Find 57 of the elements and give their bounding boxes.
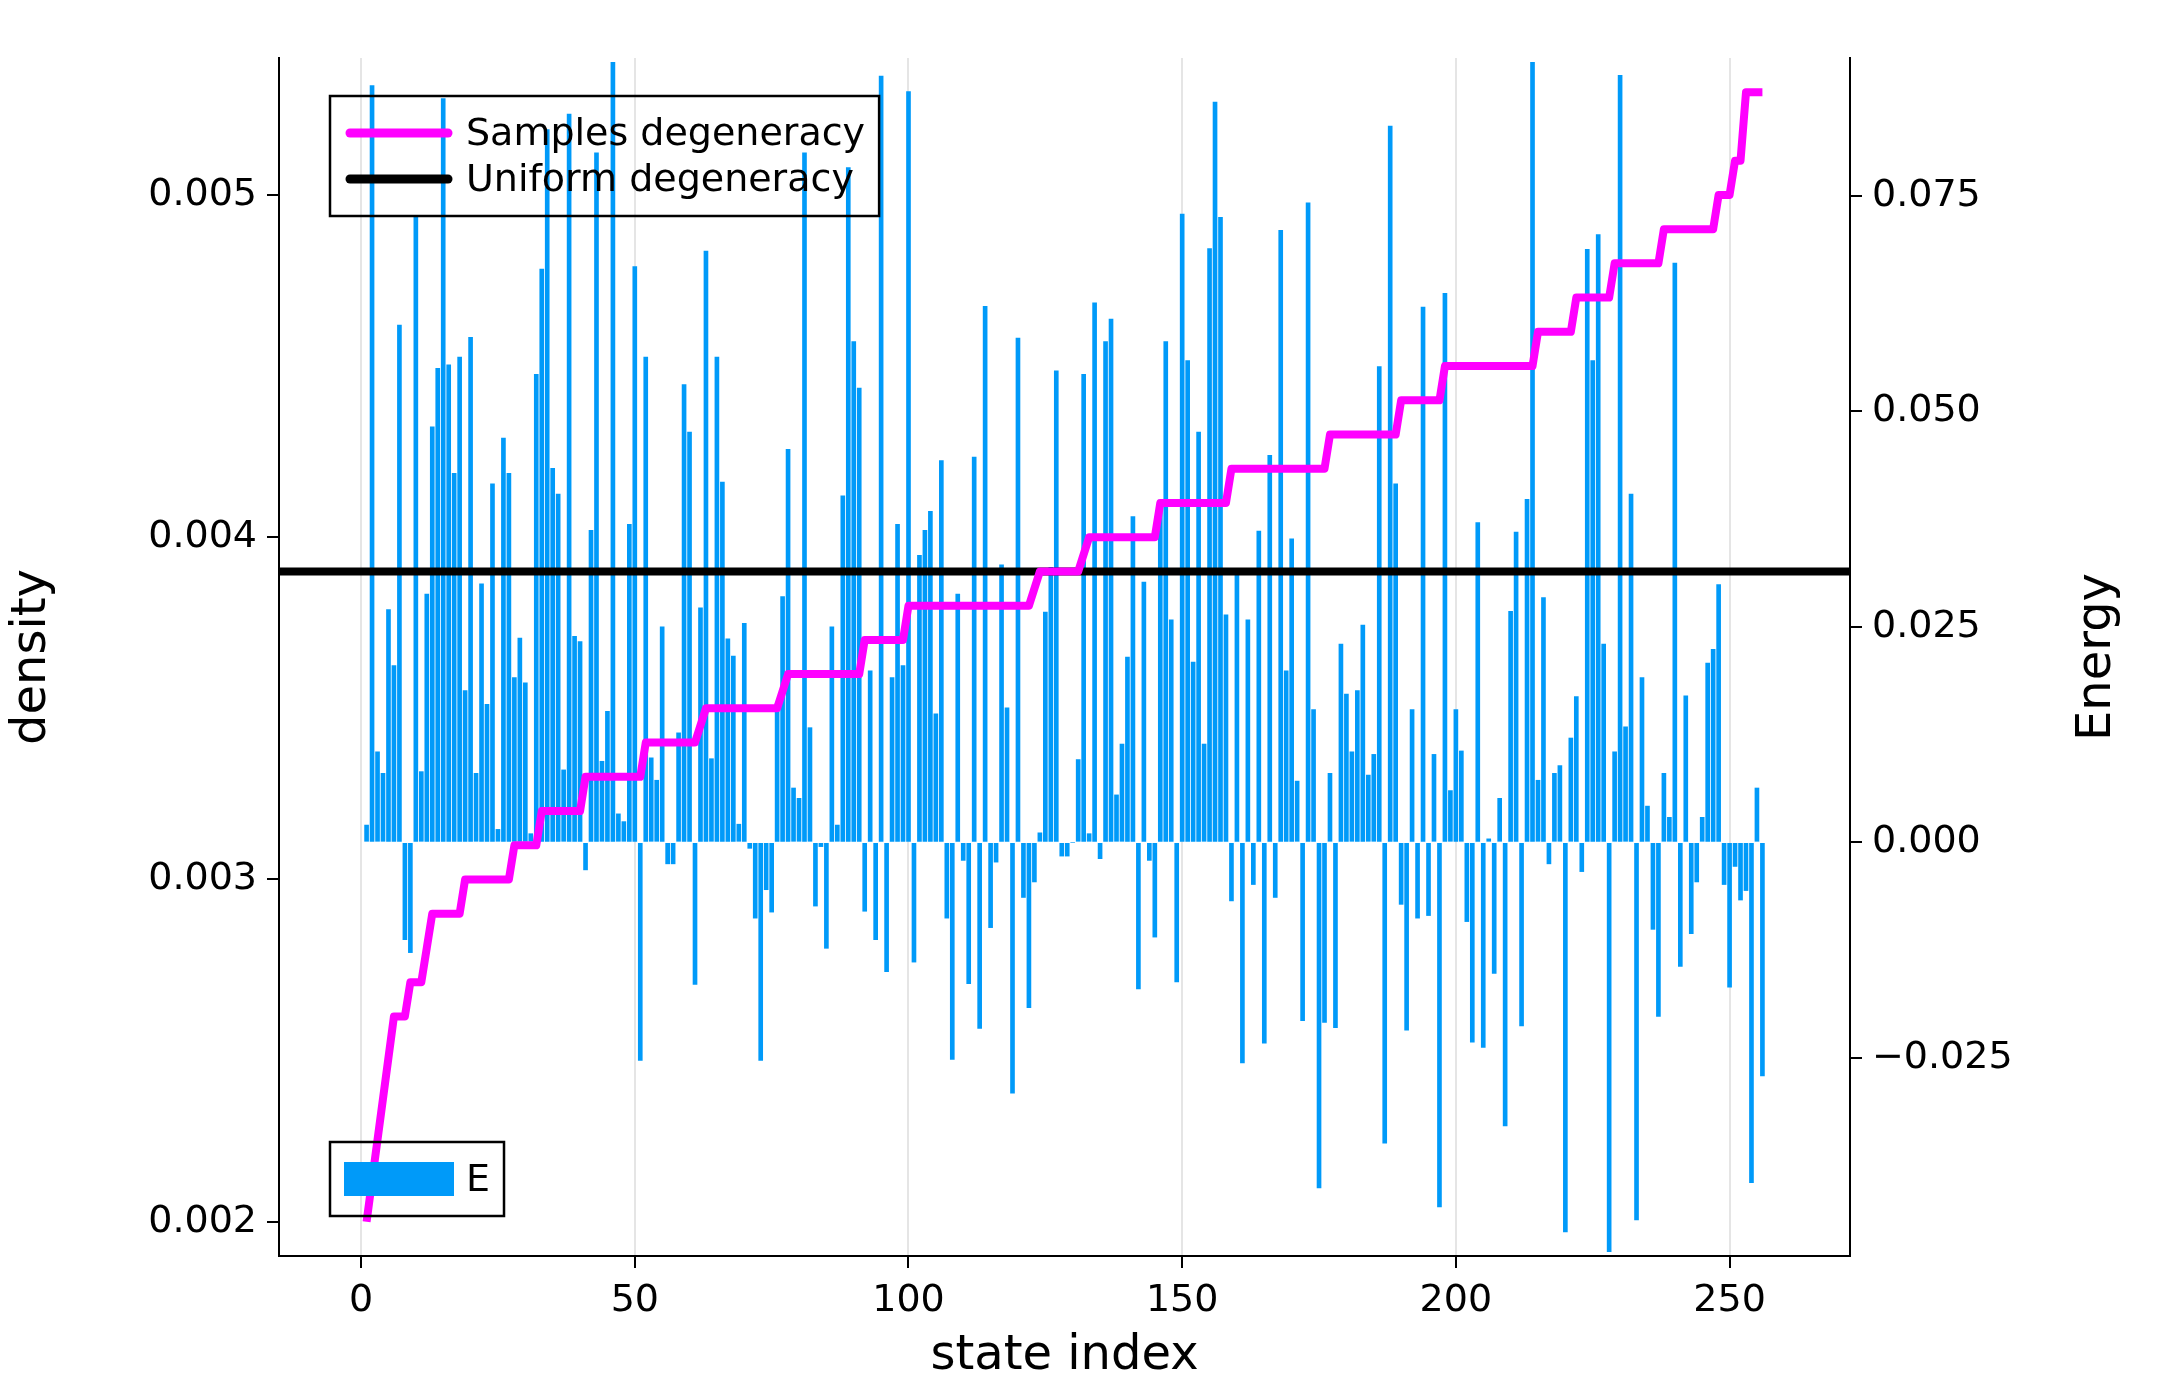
x-tick-label: 200 — [1419, 1275, 1493, 1320]
y2-tick-label: 0.025 — [1872, 601, 1981, 646]
bar — [1300, 842, 1305, 1022]
bar — [1760, 842, 1765, 1077]
bar — [867, 670, 873, 842]
x-tick-label: 100 — [872, 1275, 945, 1320]
bar — [1497, 798, 1502, 842]
x-tick-label: 250 — [1693, 1275, 1766, 1320]
bar — [1437, 842, 1442, 1208]
bar — [1426, 842, 1431, 916]
bar — [862, 842, 868, 912]
y-tick-label: 0.005 — [148, 169, 257, 214]
x-axis-title: state index — [930, 1323, 1199, 1380]
y-tick-label: 0.003 — [148, 854, 257, 899]
bar — [1486, 838, 1492, 842]
bar — [1382, 842, 1388, 1144]
x-tick-label: 0 — [349, 1275, 374, 1320]
y2-tick-label: −0.025 — [1872, 1032, 2013, 1077]
bar — [1519, 842, 1524, 1027]
bar — [1563, 842, 1568, 1233]
bar — [1333, 842, 1338, 1028]
bar — [1683, 695, 1689, 842]
bar — [1267, 454, 1273, 842]
bar — [1010, 842, 1015, 1094]
x-tick-label: 50 — [610, 1275, 659, 1320]
bar — [1579, 842, 1585, 872]
bar — [873, 842, 878, 941]
bar — [971, 456, 977, 842]
legend-label: E — [466, 1155, 491, 1200]
y-axis-title: density — [0, 569, 57, 745]
y2-tick-label: 0.050 — [1872, 386, 1981, 431]
bar — [1136, 842, 1141, 990]
y2-tick-label: 0.075 — [1872, 170, 1981, 215]
bar — [1272, 842, 1278, 898]
bar — [1229, 842, 1234, 902]
y-tick-label: 0.002 — [148, 1196, 257, 1241]
bar — [1174, 842, 1180, 983]
bar — [977, 842, 982, 1029]
y2-axis-title: Energy — [2065, 572, 2122, 742]
bar — [1677, 842, 1683, 967]
y2-tick-label: 0.000 — [1872, 817, 1981, 862]
bar — [1256, 530, 1262, 842]
bar — [1480, 842, 1486, 1048]
bar — [955, 593, 961, 842]
bar — [637, 842, 643, 1061]
bar — [1634, 842, 1639, 1221]
bar — [1491, 842, 1497, 974]
bar — [1573, 696, 1579, 842]
bar — [1415, 842, 1420, 919]
bar — [1251, 842, 1256, 885]
bar — [884, 842, 889, 972]
bar — [1475, 522, 1481, 842]
bar — [1240, 842, 1245, 1064]
bar — [1261, 842, 1267, 1044]
y-tick-label: 0.004 — [148, 512, 257, 557]
x-tick-label: 150 — [1145, 1275, 1219, 1320]
bar — [583, 842, 588, 871]
